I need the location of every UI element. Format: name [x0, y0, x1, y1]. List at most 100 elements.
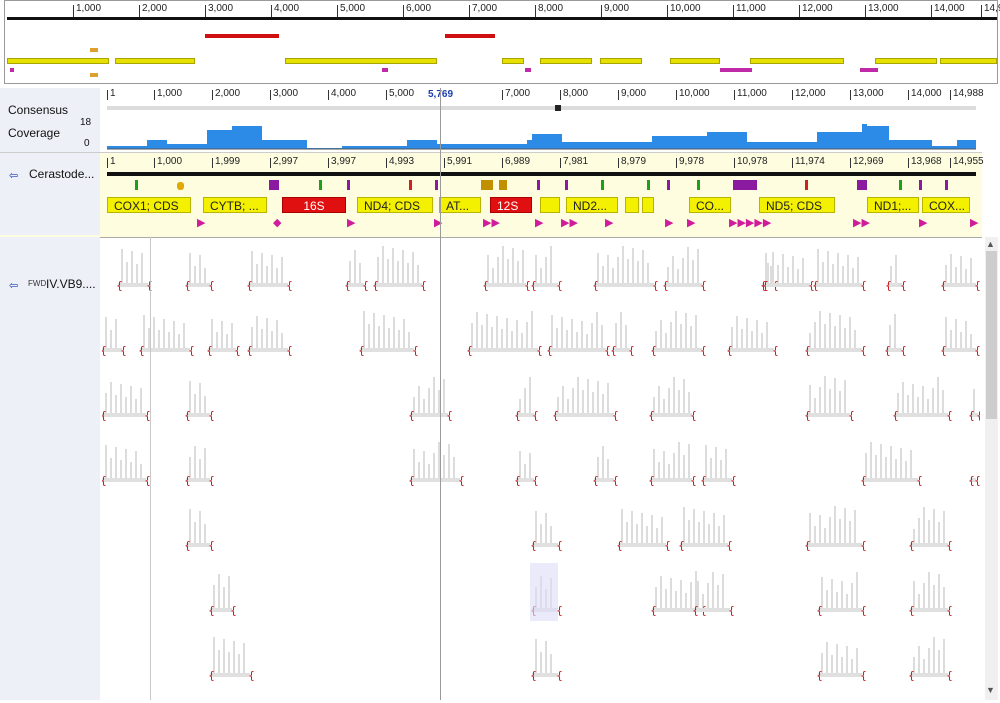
read-segment	[532, 283, 558, 287]
annotation-nd1[interactable]: ND1;...	[867, 197, 919, 213]
read-segment	[186, 543, 210, 547]
annotation-small-gene	[625, 197, 639, 213]
annotation-cox1[interactable]: COX1; CDS	[107, 197, 191, 213]
annotation-cox[interactable]: COX...	[922, 197, 970, 213]
sequence-tick	[270, 158, 271, 168]
read-end-mark: {	[184, 474, 191, 487]
annotation-16s[interactable]: 16S	[282, 197, 346, 213]
read-segment	[140, 348, 190, 352]
read-end-mark: {	[514, 409, 521, 422]
sequence-tick	[386, 158, 387, 168]
consensus-label: Consensus	[8, 103, 69, 117]
read-segment	[102, 478, 146, 482]
sequence-tick	[676, 158, 677, 168]
read-segment	[862, 478, 918, 482]
annotation-nd2[interactable]: ND2...	[566, 197, 618, 213]
reference-sequence-bar[interactable]	[107, 172, 976, 176]
read-segment	[346, 283, 364, 287]
reference-ruler: 1 1,000 1,999 2,997 3,997 4,993 5,991 6,989 7,98…	[104, 156, 984, 170]
reference-name[interactable]: Cerastode...	[29, 167, 95, 181]
read-segment	[650, 413, 692, 417]
overview-tick	[981, 5, 982, 17]
read-end-mark: {	[946, 669, 953, 682]
read-segment	[650, 478, 692, 482]
overview-gene-bar	[600, 58, 642, 64]
annotation-small-gene	[642, 197, 654, 213]
reads-name[interactable]: IV.VB9....	[46, 277, 96, 291]
overview-tick	[337, 5, 338, 17]
read-segment	[410, 478, 460, 482]
read-end-mark: {	[728, 604, 735, 617]
scroll-up-arrow[interactable]: ▲	[986, 239, 995, 249]
read-end-mark: {	[556, 539, 563, 552]
read-segment	[360, 348, 414, 352]
read-end-mark: {	[692, 604, 699, 617]
read-end-mark: {	[648, 409, 655, 422]
consensus-track[interactable]	[107, 106, 976, 110]
annotation-nd4[interactable]: ND4; CDS	[357, 197, 433, 213]
sequence-tick	[850, 158, 851, 168]
vertical-scrollbar[interactable]: ▲ ▼	[985, 237, 998, 700]
sequence-tick	[444, 158, 445, 168]
annotation-cytb[interactable]: CYTB; ...	[203, 197, 267, 213]
read-end-mark: {	[184, 409, 191, 422]
ruler[interactable]: 1 1,000 2,000 3,000 4,000 5,000 7,000 8,000 9,00…	[104, 88, 984, 102]
overview-tick-label: 11,000	[736, 3, 766, 14]
overview-tick	[469, 5, 470, 17]
overview-tick	[403, 5, 404, 17]
read-segment	[186, 478, 210, 482]
overview-tick-label: 2,000	[142, 3, 168, 14]
guide-line	[150, 237, 151, 700]
read-end-mark: {	[648, 474, 655, 487]
read-segment	[680, 543, 728, 547]
ruler-tick	[676, 90, 677, 100]
read-segment	[102, 348, 122, 352]
overview-gene-bar	[750, 58, 844, 64]
sequence-tick-label: 11,974	[795, 156, 825, 167]
read-end-mark: {	[968, 474, 975, 487]
read-segment	[894, 413, 948, 417]
read-end-mark: {	[968, 409, 975, 422]
read-end-mark: {	[804, 344, 811, 357]
sequence-tick	[734, 158, 735, 168]
read-end-mark: {	[546, 344, 553, 357]
ruler-tick-label: 14,000	[911, 88, 942, 99]
overview-tick-label: 14,988	[984, 3, 1000, 14]
reads-expand-icon[interactable]: ⇦	[9, 280, 19, 292]
read-end-mark: {	[372, 279, 379, 292]
annotation-12s[interactable]: 12S	[490, 197, 532, 213]
overview-gene-bar	[285, 58, 437, 64]
read-end-mark: {	[184, 539, 191, 552]
read-end-mark: {	[408, 409, 415, 422]
read-segment	[764, 283, 810, 287]
ruler-tick	[950, 90, 951, 100]
annotation-co[interactable]: CO...	[689, 197, 731, 213]
annotation-at-rich[interactable]: AT...	[439, 197, 481, 213]
overview-gene-bar	[502, 58, 524, 64]
read-end-mark: {	[940, 344, 947, 357]
scroll-down-arrow[interactable]: ▼	[986, 685, 995, 695]
scroll-thumb[interactable]	[986, 251, 997, 419]
read-segment	[970, 478, 976, 482]
read-end-mark: {	[208, 409, 215, 422]
read-end-mark: {	[662, 279, 669, 292]
read-end-mark: {	[408, 474, 415, 487]
read-segment	[910, 608, 948, 612]
overview-tick	[667, 5, 668, 17]
ruler-tick	[386, 90, 387, 100]
read-end-mark: {	[650, 344, 657, 357]
overview-panel[interactable]: 1,000 2,000 3,000 4,000 5,000 6,000 7,000 8,000…	[4, 0, 1000, 84]
sequence-tick-label: 5,991	[447, 156, 473, 167]
overview-tick-label: 8,000	[538, 3, 564, 14]
coverage-graph[interactable]	[107, 118, 977, 150]
annotation-nd5[interactable]: ND5; CDS	[759, 197, 835, 213]
overview-tick-label: 12,000	[802, 3, 833, 14]
read-end-mark: {	[206, 344, 213, 357]
read-segment	[970, 413, 978, 417]
reads-pileup[interactable]: {{{{{{{{{{{{{{{{{{{{{{{{{{{{{{{{{{{{{{{{…	[102, 237, 980, 700]
overview-ruler-line	[7, 17, 997, 20]
reference-expand-icon[interactable]: ⇦	[9, 170, 19, 182]
read-end-mark: {	[362, 279, 369, 292]
selection-highlight[interactable]	[530, 563, 558, 621]
ruler-tick-label: 9,000	[621, 88, 647, 99]
